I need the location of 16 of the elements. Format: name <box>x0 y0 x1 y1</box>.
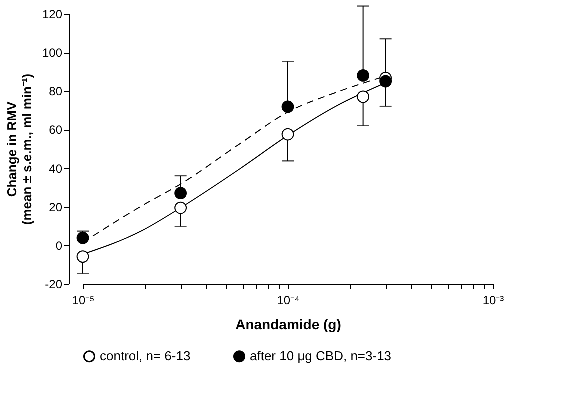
x-tick-label: 10⁻³ <box>482 294 504 308</box>
y-tick-label: 120 <box>42 8 63 22</box>
y-tick-label: 80 <box>49 84 63 99</box>
y-tick-label: 60 <box>49 123 63 138</box>
text: Change in RMV <box>4 102 20 198</box>
x-axis-title: Anandamide (g) <box>236 316 342 332</box>
y-tick-label: 0 <box>56 238 63 253</box>
x-tick-label: 10⁻⁴ <box>277 294 300 308</box>
legend-label: after 10 μg CBD, n=3-13 <box>250 348 392 364</box>
y-tick-label: 100 <box>42 46 63 60</box>
text: (mean ± s.e.m., ml min⁻¹) <box>19 74 34 226</box>
x-tick-label: 10⁻⁵ <box>72 294 95 308</box>
y-tick-label: 20 <box>49 200 63 214</box>
legend-label: control, n= 6-13 <box>100 348 191 364</box>
y-tick-label: 40 <box>49 162 63 176</box>
y-tick-label: -20 <box>45 278 63 292</box>
